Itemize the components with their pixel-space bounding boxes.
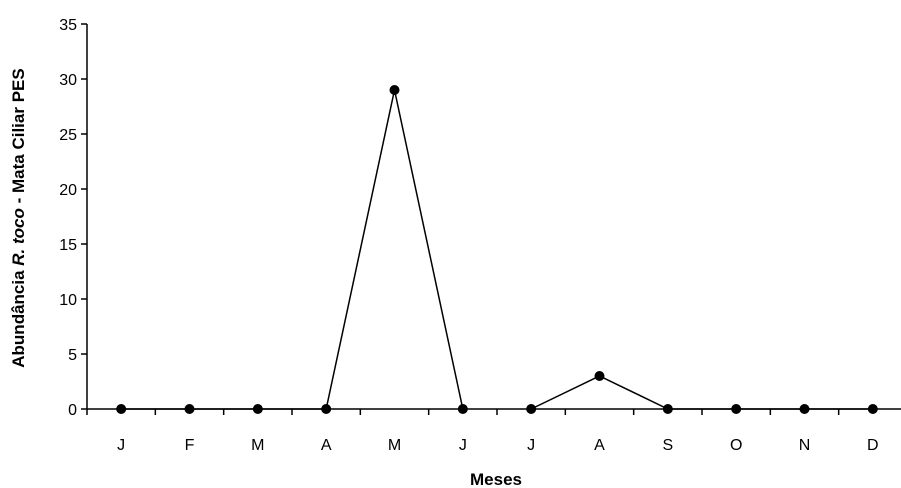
y-tick-label: 30 (59, 72, 77, 89)
x-tick-label: F (185, 437, 195, 454)
y-tick-label: 25 (59, 127, 77, 144)
data-point (184, 404, 195, 414)
x-tick-label: M (251, 437, 264, 454)
data-point (457, 404, 468, 414)
series-line (121, 89, 464, 410)
data-point (526, 404, 537, 414)
series-lines (121, 89, 873, 410)
data-point (867, 404, 878, 414)
x-tick-label: J (117, 437, 125, 454)
x-axis-title: Meses (470, 470, 522, 488)
y-axis: 0 5 10 15 20 25 30 35 (59, 17, 88, 419)
x-tick-label: D (867, 437, 879, 454)
x-tick-label: N (799, 437, 811, 454)
data-point (799, 404, 810, 414)
data-point (731, 404, 742, 414)
y-axis-title: Abundância R. toco - Mata Ciliar PES (9, 68, 28, 367)
x-tick-label: M (388, 437, 401, 454)
x-tick-label: S (662, 437, 673, 454)
series-points (116, 85, 878, 414)
y-tick-label: 10 (59, 292, 77, 309)
data-point (116, 404, 127, 414)
data-point (252, 404, 263, 414)
y-tick-label: 5 (68, 347, 77, 364)
y-tick-label: 35 (59, 17, 77, 34)
data-point (389, 85, 400, 95)
y-axis-title-suffix: - Mata Ciliar PES (9, 68, 28, 203)
x-tick-label: J (527, 437, 535, 454)
y-tick-label: 0 (68, 402, 77, 419)
series-line (530, 375, 873, 410)
x-tick-label: J (459, 437, 467, 454)
y-tick-label: 20 (59, 182, 77, 199)
x-tick-label: A (594, 437, 605, 454)
data-point (321, 404, 332, 414)
y-tick-label: 15 (59, 237, 77, 254)
x-tick-label: A (321, 437, 332, 454)
y-axis-title-species: R. toco (9, 208, 28, 266)
data-point (594, 371, 605, 381)
data-point (662, 404, 673, 414)
x-tick-label: O (730, 437, 742, 454)
y-axis-title-prefix: Abundância (9, 266, 28, 368)
